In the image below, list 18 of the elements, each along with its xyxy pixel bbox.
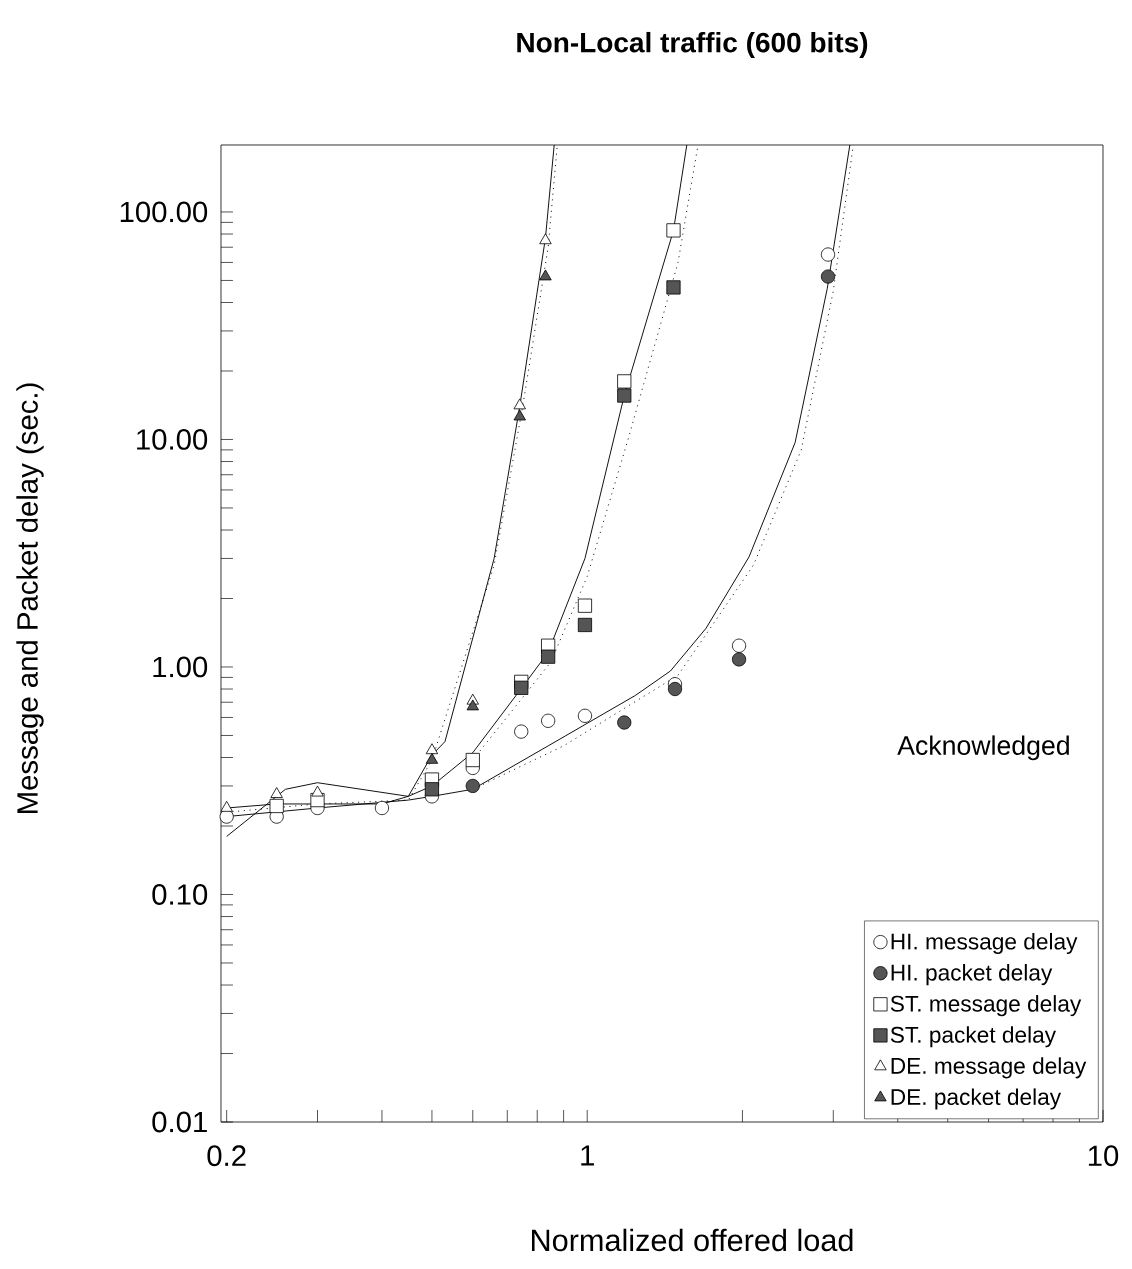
y-tick-label: 0.10	[152, 884, 208, 905]
legend-label: DE. packet delay	[891, 1088, 1062, 1110]
y-tick-label: 1.00	[153, 656, 208, 678]
x-axis-title: Normalized offered load	[532, 1228, 853, 1252]
legend-label: DE. message delay	[891, 1057, 1087, 1079]
x-tick-label: 10	[1088, 1145, 1119, 1167]
y-tick-label: 100.00	[120, 201, 208, 223]
legend-label: ST. message delay	[890, 995, 1082, 1017]
annotation: Acknowledged	[897, 735, 1069, 761]
y-tick-label: 10.00	[137, 429, 208, 450]
y-axis-title: Message and Packet delay (sec.)	[16, 383, 44, 813]
legend-label: ST. packet delay	[890, 1026, 1057, 1048]
x-tick-label: 1	[581, 1145, 594, 1166]
y-tick-label: 0.01	[152, 1111, 207, 1133]
legend-label: HI. packet delay	[891, 964, 1053, 986]
x-tick-label: 0.2	[207, 1145, 246, 1167]
legend-label: HI. message delay	[891, 932, 1078, 955]
chart-title: Non-Local traffic (600 bits)	[517, 31, 868, 59]
